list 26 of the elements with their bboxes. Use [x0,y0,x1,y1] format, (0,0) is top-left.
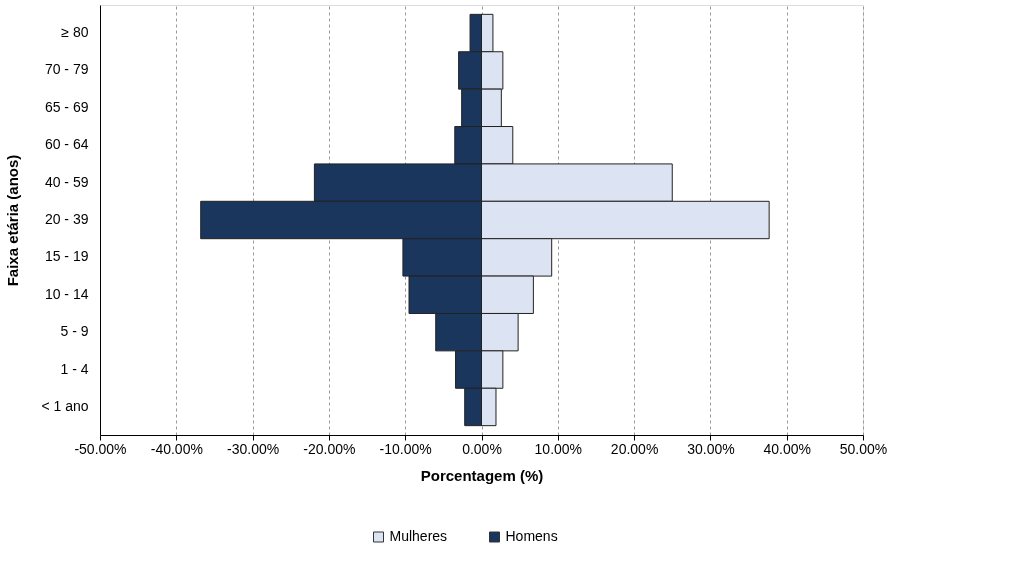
y-tick-label: 15 - 19 [44,248,89,265]
x-tick-label: 50.00% [839,440,888,457]
x-axis-title: Porcentagem (%) [420,466,544,484]
y-tick-label: 5 - 9 [60,323,89,340]
y-tick-label: 20 - 39 [44,211,89,227]
y-tick-label: 70 - 79 [44,61,89,78]
y-tick-label: 10 - 14 [44,285,89,302]
y-tick-label: < 1 ano [41,397,89,414]
x-tick-label: 40.00% [763,440,811,457]
legend-label: Mulheres [389,528,448,544]
x-tick-label: -50.00% [74,440,127,457]
x-tick-label: -30.00% [227,440,280,457]
y-tick-label: 60 - 64 [44,136,89,153]
x-tick-label: 30.00% [687,440,735,457]
legend-label: Homens [505,528,558,544]
y-axis-title: Faixa etária (anos) [4,154,22,287]
x-tick-label: -40.00% [150,440,203,457]
y-tick-label: 65 - 69 [44,98,89,115]
y-tick-label: 1 - 4 [60,360,89,377]
x-tick-label: 0.00% [462,440,502,457]
x-tick-label: -10.00% [379,440,432,457]
x-tick-label: -20.00% [303,440,356,457]
x-tick-label: 10.00% [534,440,583,457]
x-tick-label: 20.00% [610,440,659,457]
y-tick-label: 40 - 59 [44,173,89,190]
y-tick-label: ≥ 80 [61,24,89,41]
